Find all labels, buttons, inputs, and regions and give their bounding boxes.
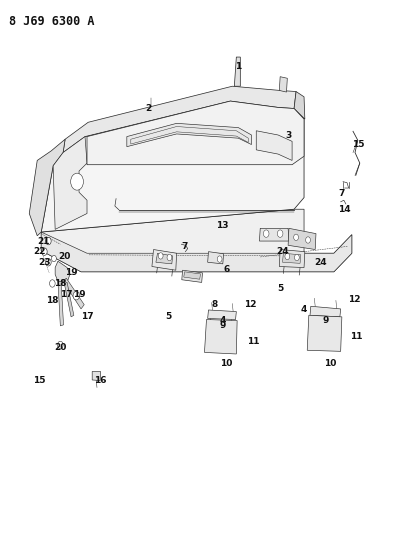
Polygon shape bbox=[279, 77, 287, 92]
Circle shape bbox=[52, 255, 57, 262]
Text: 15: 15 bbox=[33, 376, 45, 385]
Text: 6: 6 bbox=[223, 265, 229, 273]
Polygon shape bbox=[41, 232, 352, 272]
Polygon shape bbox=[127, 123, 251, 147]
Circle shape bbox=[263, 230, 269, 237]
Circle shape bbox=[42, 248, 47, 255]
Text: 18: 18 bbox=[46, 296, 59, 305]
Polygon shape bbox=[259, 228, 289, 241]
Polygon shape bbox=[92, 372, 101, 381]
Text: 11: 11 bbox=[350, 332, 362, 341]
Polygon shape bbox=[63, 278, 84, 309]
Circle shape bbox=[306, 237, 310, 243]
Polygon shape bbox=[41, 101, 304, 232]
Polygon shape bbox=[63, 86, 296, 152]
Polygon shape bbox=[307, 316, 342, 351]
Text: 16: 16 bbox=[94, 376, 106, 385]
Text: 7: 7 bbox=[339, 189, 345, 198]
Circle shape bbox=[46, 259, 51, 266]
Polygon shape bbox=[288, 228, 316, 249]
Polygon shape bbox=[208, 252, 224, 264]
Text: 17: 17 bbox=[81, 312, 93, 321]
Text: 19: 19 bbox=[65, 268, 77, 277]
Polygon shape bbox=[279, 249, 305, 268]
Polygon shape bbox=[53, 136, 87, 229]
Text: 12: 12 bbox=[348, 295, 360, 304]
Circle shape bbox=[50, 280, 55, 287]
Text: 10: 10 bbox=[220, 359, 233, 367]
Text: 21: 21 bbox=[37, 237, 49, 246]
Polygon shape bbox=[64, 282, 74, 317]
Polygon shape bbox=[29, 139, 65, 236]
Circle shape bbox=[294, 234, 298, 240]
Polygon shape bbox=[87, 101, 304, 165]
Text: 23: 23 bbox=[38, 258, 51, 266]
Text: 5: 5 bbox=[277, 284, 283, 293]
Polygon shape bbox=[152, 249, 176, 270]
Text: 13: 13 bbox=[216, 221, 229, 230]
Text: 20: 20 bbox=[54, 343, 67, 352]
Text: 5: 5 bbox=[166, 312, 172, 321]
Circle shape bbox=[285, 253, 290, 260]
Text: 11: 11 bbox=[247, 337, 259, 346]
Circle shape bbox=[158, 253, 163, 259]
Text: 9: 9 bbox=[323, 316, 329, 325]
Circle shape bbox=[217, 256, 222, 262]
Text: 4: 4 bbox=[301, 305, 307, 314]
Circle shape bbox=[46, 237, 51, 245]
Polygon shape bbox=[182, 270, 203, 282]
Text: 12: 12 bbox=[244, 300, 257, 309]
Polygon shape bbox=[205, 319, 237, 354]
Circle shape bbox=[73, 292, 79, 300]
Text: 2: 2 bbox=[146, 104, 152, 113]
Polygon shape bbox=[55, 261, 70, 282]
Text: 14: 14 bbox=[338, 205, 351, 214]
Polygon shape bbox=[294, 92, 305, 119]
Text: 1: 1 bbox=[235, 62, 241, 70]
Text: 22: 22 bbox=[33, 247, 45, 256]
Polygon shape bbox=[156, 253, 172, 264]
Text: 17: 17 bbox=[60, 289, 72, 298]
Circle shape bbox=[57, 341, 63, 349]
Text: 24: 24 bbox=[314, 258, 327, 266]
Text: 7: 7 bbox=[181, 242, 188, 251]
Text: 8 J69 6300 A: 8 J69 6300 A bbox=[9, 14, 95, 28]
Text: 8: 8 bbox=[211, 300, 218, 309]
Circle shape bbox=[294, 254, 299, 261]
Polygon shape bbox=[256, 131, 292, 160]
Text: 10: 10 bbox=[324, 359, 336, 367]
Text: 24: 24 bbox=[276, 247, 288, 256]
Text: 18: 18 bbox=[54, 279, 67, 288]
Text: 15: 15 bbox=[352, 140, 364, 149]
Text: 20: 20 bbox=[58, 253, 71, 262]
Text: 4: 4 bbox=[219, 316, 226, 325]
Polygon shape bbox=[184, 272, 200, 279]
Circle shape bbox=[277, 230, 283, 237]
Text: 3: 3 bbox=[285, 131, 291, 140]
Polygon shape bbox=[234, 57, 240, 86]
Text: 19: 19 bbox=[73, 289, 85, 298]
Text: 9: 9 bbox=[219, 321, 226, 330]
Polygon shape bbox=[208, 310, 236, 319]
Polygon shape bbox=[283, 253, 301, 263]
Circle shape bbox=[71, 173, 83, 190]
Polygon shape bbox=[41, 209, 352, 272]
Polygon shape bbox=[310, 306, 341, 317]
Circle shape bbox=[167, 254, 172, 261]
Polygon shape bbox=[58, 281, 63, 326]
